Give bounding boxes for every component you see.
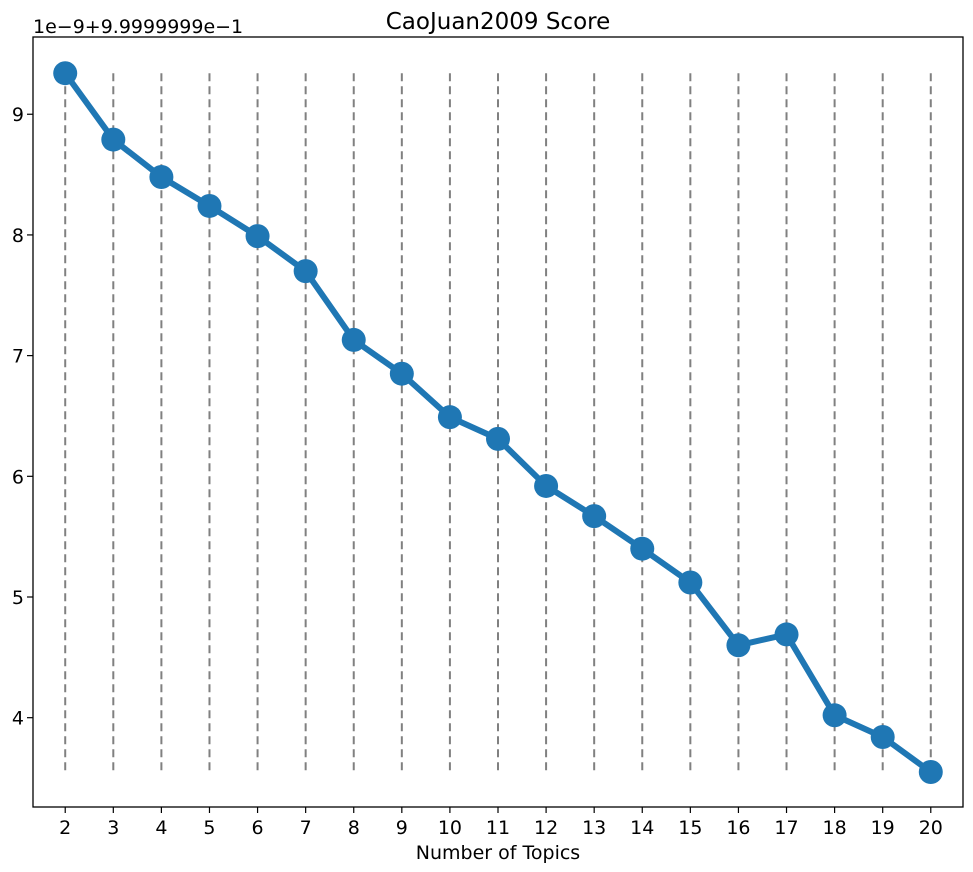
x-tick-label: 16 bbox=[726, 817, 750, 839]
x-tick-label: 13 bbox=[582, 817, 606, 839]
x-axis: 2 3 4 5 6 7 8 9 10 11 12 13 14 15 16 17 18 19 20 bbox=[59, 807, 943, 839]
data-point bbox=[197, 193, 222, 218]
y-tick-label: 8 bbox=[12, 225, 24, 247]
x-tick-label: 12 bbox=[534, 817, 558, 839]
x-tick-label: 20 bbox=[919, 817, 943, 839]
x-tick-label: 18 bbox=[823, 817, 847, 839]
x-axis-label: Number of Topics bbox=[416, 842, 580, 864]
y-tick-label: 5 bbox=[12, 587, 24, 609]
data-point bbox=[774, 622, 799, 647]
y-tick-label: 9 bbox=[12, 104, 24, 126]
x-tick-label: 5 bbox=[203, 817, 215, 839]
x-tick-label: 7 bbox=[300, 817, 312, 839]
x-tick-label: 15 bbox=[678, 817, 702, 839]
data-point bbox=[437, 405, 462, 430]
series-group bbox=[53, 61, 943, 784]
data-point bbox=[822, 703, 847, 728]
x-tick-label: 9 bbox=[396, 817, 408, 839]
x-tick-label: 14 bbox=[630, 817, 654, 839]
y-axis: 4 5 6 7 8 9 bbox=[12, 104, 33, 730]
data-point bbox=[630, 536, 655, 561]
data-point bbox=[149, 165, 174, 189]
data-point bbox=[245, 224, 270, 249]
x-tick-label: 2 bbox=[59, 817, 71, 839]
x-tick-label: 8 bbox=[348, 817, 360, 839]
x-tick-label: 4 bbox=[155, 817, 167, 839]
x-tick-label: 3 bbox=[107, 817, 119, 839]
vline-group bbox=[64, 73, 932, 772]
x-tick-label: 6 bbox=[252, 817, 264, 839]
data-point bbox=[101, 127, 126, 152]
data-point bbox=[341, 327, 366, 352]
data-point bbox=[293, 259, 318, 284]
y-tick-label: 6 bbox=[12, 466, 24, 488]
chart-title: CaoJuan2009 Score bbox=[386, 9, 611, 35]
data-point bbox=[870, 725, 895, 749]
x-tick-label: 10 bbox=[438, 817, 462, 839]
data-point bbox=[389, 361, 414, 386]
x-tick-label: 11 bbox=[486, 817, 510, 839]
data-point bbox=[486, 426, 510, 451]
data-point bbox=[582, 504, 607, 529]
data-point bbox=[53, 61, 78, 86]
x-tick-label: 17 bbox=[774, 817, 798, 839]
y-tick-label: 4 bbox=[12, 708, 24, 730]
data-point bbox=[726, 633, 751, 658]
data-point bbox=[678, 570, 703, 595]
data-point bbox=[534, 473, 559, 498]
y-tick-label: 7 bbox=[12, 346, 24, 368]
x-tick-label: 19 bbox=[871, 817, 895, 839]
y-offset-text: 1e−9+9.9999999e−1 bbox=[33, 16, 243, 38]
data-point bbox=[918, 760, 943, 784]
